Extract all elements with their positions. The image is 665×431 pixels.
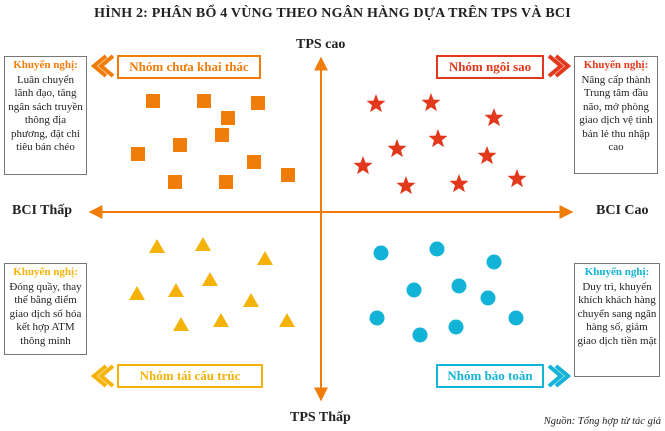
axis-label-left: BCI Thấp — [12, 203, 73, 218]
chevron-right-icon-tr — [547, 54, 565, 78]
triangle-markers — [129, 237, 295, 331]
axis-label-top: TPS cao — [296, 37, 346, 52]
triangle-icon — [195, 237, 211, 251]
group-label-restructure: Nhóm tái cấu trúc — [117, 364, 263, 388]
triangle-icon — [213, 313, 229, 327]
triangle-icon — [202, 272, 218, 286]
chevron-left-icon-bl2 — [90, 364, 108, 388]
axis-label-bottom: TPS Thấp — [290, 410, 351, 425]
star-icon — [421, 93, 441, 112]
square-icon — [168, 175, 182, 189]
star-icon — [428, 129, 448, 148]
circle-icon — [373, 245, 389, 261]
recommendation-box-preserve: Khuyến nghị: Duy trì, khuyến khích khách… — [574, 263, 660, 377]
triangle-icon — [243, 293, 259, 307]
triangle-icon — [168, 283, 184, 297]
square-icon — [131, 147, 145, 161]
triangle-icon — [149, 239, 165, 253]
square-icon — [219, 175, 233, 189]
recommendation-heading: Khuyến nghị: — [584, 266, 650, 278]
chevron-right-icon-br2 — [554, 364, 572, 388]
square-icon — [197, 94, 211, 108]
circle-icon — [486, 254, 502, 270]
recommendation-text: Duy trì, khuyến khích khách hàng chuyển … — [577, 280, 657, 347]
recommendation-text: Đóng quầy, thay thế bằng điểm giao dịch … — [9, 280, 82, 347]
star-icon — [366, 94, 386, 113]
recommendation-heading: Khuyến nghị: — [13, 266, 78, 278]
recommendation-text: Nâng cấp thành Trung tâm đầu não, mở phò… — [579, 73, 653, 154]
chevron-left-icon-tl — [97, 54, 115, 78]
star-icon — [484, 108, 504, 127]
axis-label-right: BCI Cao — [596, 203, 649, 218]
square-icon — [173, 138, 187, 152]
triangle-icon — [279, 313, 295, 327]
circle-icon — [429, 241, 445, 257]
square-markers — [131, 94, 295, 189]
chevron-left-icon-bl — [97, 364, 115, 388]
recommendation-text: Luân chuyển lãnh đạo, tăng ngân sách tru… — [8, 73, 83, 154]
square-icon — [281, 168, 295, 182]
chevron-right-icon-tr2 — [554, 54, 572, 78]
triangle-icon — [129, 286, 145, 300]
square-icon — [221, 111, 235, 125]
recommendation-heading: Khuyến nghị: — [13, 59, 78, 71]
star-markers — [353, 93, 527, 195]
star-icon — [353, 156, 373, 175]
star-icon — [387, 139, 407, 158]
recommendation-box-untapped: Khuyến nghị: Luân chuyển lãnh đạo, tăng … — [4, 56, 87, 175]
circle-icon — [480, 290, 496, 306]
square-icon — [247, 155, 261, 169]
star-icon — [507, 169, 527, 188]
circle-icon — [369, 310, 385, 326]
recommendation-box-star: Khuyến nghị: Nâng cấp thành Trung tâm đầ… — [574, 56, 658, 174]
circle-markers — [369, 241, 524, 343]
circle-icon — [451, 278, 467, 294]
star-icon — [449, 174, 469, 193]
group-label-untapped: Nhóm chưa khai thác — [117, 55, 261, 79]
square-icon — [215, 128, 229, 142]
circle-icon — [412, 327, 428, 343]
circle-icon — [448, 319, 464, 335]
chevron-right-icon-br — [547, 364, 565, 388]
circle-icon — [508, 310, 524, 326]
group-label-preserve: Nhóm bảo toàn — [436, 364, 544, 388]
recommendation-box-restructure: Khuyến nghị: Đóng quầy, thay thế bằng đi… — [4, 263, 87, 355]
source-note: Nguồn: Tổng hợp từ tác giả — [543, 416, 661, 427]
star-icon — [396, 176, 416, 195]
square-icon — [251, 96, 265, 110]
recommendation-heading: Khuyến nghị: — [583, 59, 649, 71]
square-icon — [146, 94, 160, 108]
chevron-left-icon-tl2 — [90, 54, 108, 78]
triangle-icon — [257, 251, 273, 265]
circle-icon — [406, 282, 422, 298]
group-label-star: Nhóm ngôi sao — [436, 55, 544, 79]
triangle-icon — [173, 317, 189, 331]
star-icon — [477, 146, 497, 165]
page-title: HÌNH 2: PHÂN BỔ 4 VÙNG THEO NGÂN HÀNG DỰ… — [94, 6, 571, 21]
